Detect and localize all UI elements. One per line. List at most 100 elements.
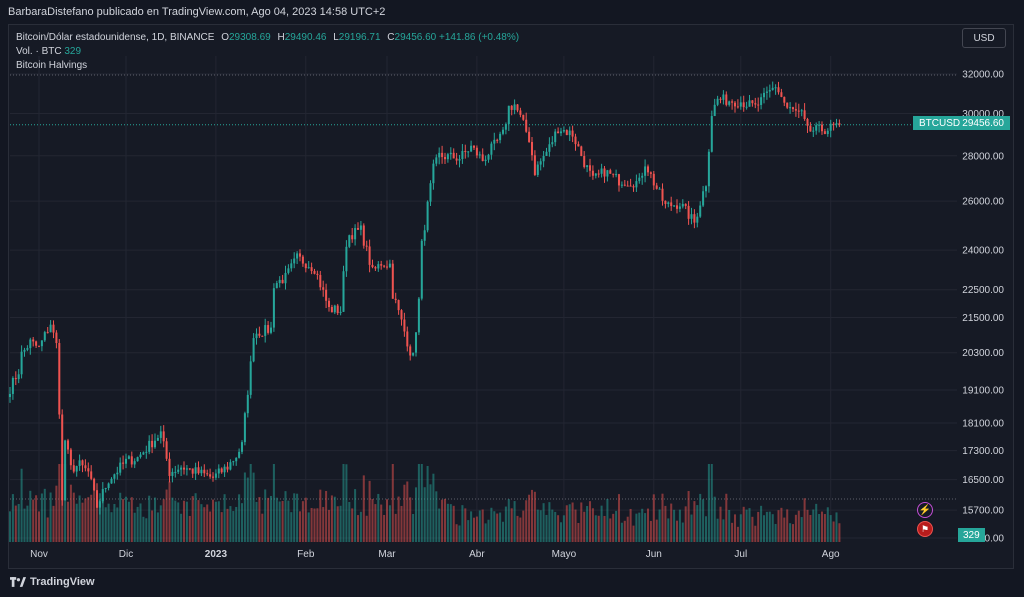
candle-body — [554, 131, 557, 143]
candle-body — [783, 96, 786, 103]
tradingview-brand[interactable]: TradingView — [10, 576, 95, 588]
volume-bar — [296, 493, 299, 542]
candle-body — [391, 263, 394, 299]
candle-body — [551, 142, 554, 145]
candle-body — [641, 175, 644, 178]
volume-bar — [551, 509, 554, 542]
y-tick-label: 30000.00 — [962, 109, 1004, 120]
candle-body — [580, 146, 583, 157]
volume-bar — [739, 514, 742, 542]
candle-body — [794, 109, 797, 111]
candle-body — [420, 240, 423, 299]
volume-bar — [203, 507, 206, 542]
candle-body — [728, 101, 731, 105]
candle-body — [267, 325, 270, 333]
candle-body — [832, 123, 835, 125]
candle-body — [385, 266, 389, 268]
volume-bar — [623, 520, 626, 542]
volume-bar — [388, 505, 391, 542]
volume-bar — [522, 510, 525, 542]
volume-bar — [774, 523, 777, 542]
volume-bar — [267, 497, 270, 542]
volume-bar — [281, 500, 284, 542]
volume-bar — [641, 508, 644, 542]
volume-bar — [664, 505, 667, 542]
candle-body — [380, 264, 383, 266]
candle-body — [539, 161, 542, 165]
volume-bar — [272, 464, 275, 542]
volume-bar — [426, 466, 429, 542]
candle-body — [49, 324, 52, 333]
volume-bar — [545, 514, 548, 542]
volume-bar — [391, 464, 394, 542]
candle-body — [655, 185, 658, 189]
volume-bar — [336, 506, 339, 542]
grid-lines — [10, 56, 957, 542]
ohlc-row: Bitcoin/Dólar estadounidense, 1D, BINANC… — [16, 32, 520, 43]
volume-bar — [786, 509, 789, 542]
volume-bar — [504, 506, 507, 542]
candle-body — [168, 458, 171, 476]
volume-bar — [620, 522, 623, 542]
price-tag-symbol: BTCUSD — [919, 117, 961, 129]
candle-body — [600, 168, 603, 174]
volume-bar — [762, 515, 766, 542]
x-tick-label: 2023 — [205, 549, 228, 560]
volume-bar — [562, 515, 565, 542]
y-tick-label: 24000.00 — [962, 246, 1004, 257]
lightning-icon[interactable]: ⚡ — [917, 502, 933, 518]
candle-body — [14, 377, 17, 380]
candle-body — [525, 119, 528, 132]
volume-bar — [429, 484, 432, 542]
candle-body — [46, 332, 49, 334]
candle-body — [516, 104, 519, 111]
volume-bar — [777, 510, 780, 542]
candle-body — [264, 325, 267, 336]
volume-bar — [464, 508, 467, 542]
volume-bar — [249, 464, 252, 542]
volume-bar — [394, 513, 397, 542]
volume-bar — [809, 514, 812, 542]
indicator-label[interactable]: Bitcoin Halvings — [16, 60, 88, 71]
candle-body — [313, 271, 316, 274]
currency-button[interactable]: USD — [962, 28, 1006, 48]
candle-body — [185, 468, 188, 470]
candle-body — [499, 133, 502, 141]
candle-body — [142, 452, 145, 455]
volume-bar — [449, 504, 452, 542]
candle-body — [81, 460, 84, 466]
volume-bar — [345, 464, 348, 542]
chart-panel[interactable] — [8, 24, 1014, 569]
volume-bar — [81, 502, 84, 542]
candle-body — [354, 228, 357, 240]
flag-icon[interactable]: ⚑ — [917, 521, 933, 537]
volume-bar — [693, 501, 696, 542]
candle-body — [762, 92, 766, 98]
candle-body — [826, 130, 829, 134]
volume-bar — [365, 515, 368, 542]
candle-body — [136, 457, 139, 462]
volume-bar — [525, 500, 528, 542]
volume-bar — [240, 503, 244, 542]
volume-bar — [745, 509, 748, 542]
candle-body — [446, 154, 449, 160]
indicator-row[interactable]: Bitcoin Halvings — [16, 59, 519, 73]
volume-bar — [319, 489, 322, 542]
candle-body — [455, 158, 458, 161]
volume-bar — [98, 493, 101, 542]
candle-body — [562, 130, 565, 132]
candle-body — [684, 203, 687, 206]
x-tick-label: Abr — [469, 549, 485, 560]
candle-body — [588, 165, 592, 171]
volume-bar — [119, 492, 122, 542]
candle-body — [617, 174, 621, 186]
volume-bar — [217, 501, 220, 542]
candle-body — [789, 107, 792, 109]
candle-body — [32, 339, 35, 342]
candle-body — [835, 123, 838, 125]
volume-tag: 329 — [958, 528, 985, 542]
candle-body — [644, 166, 647, 176]
candle-body — [815, 125, 818, 131]
volume-bar — [441, 499, 444, 542]
